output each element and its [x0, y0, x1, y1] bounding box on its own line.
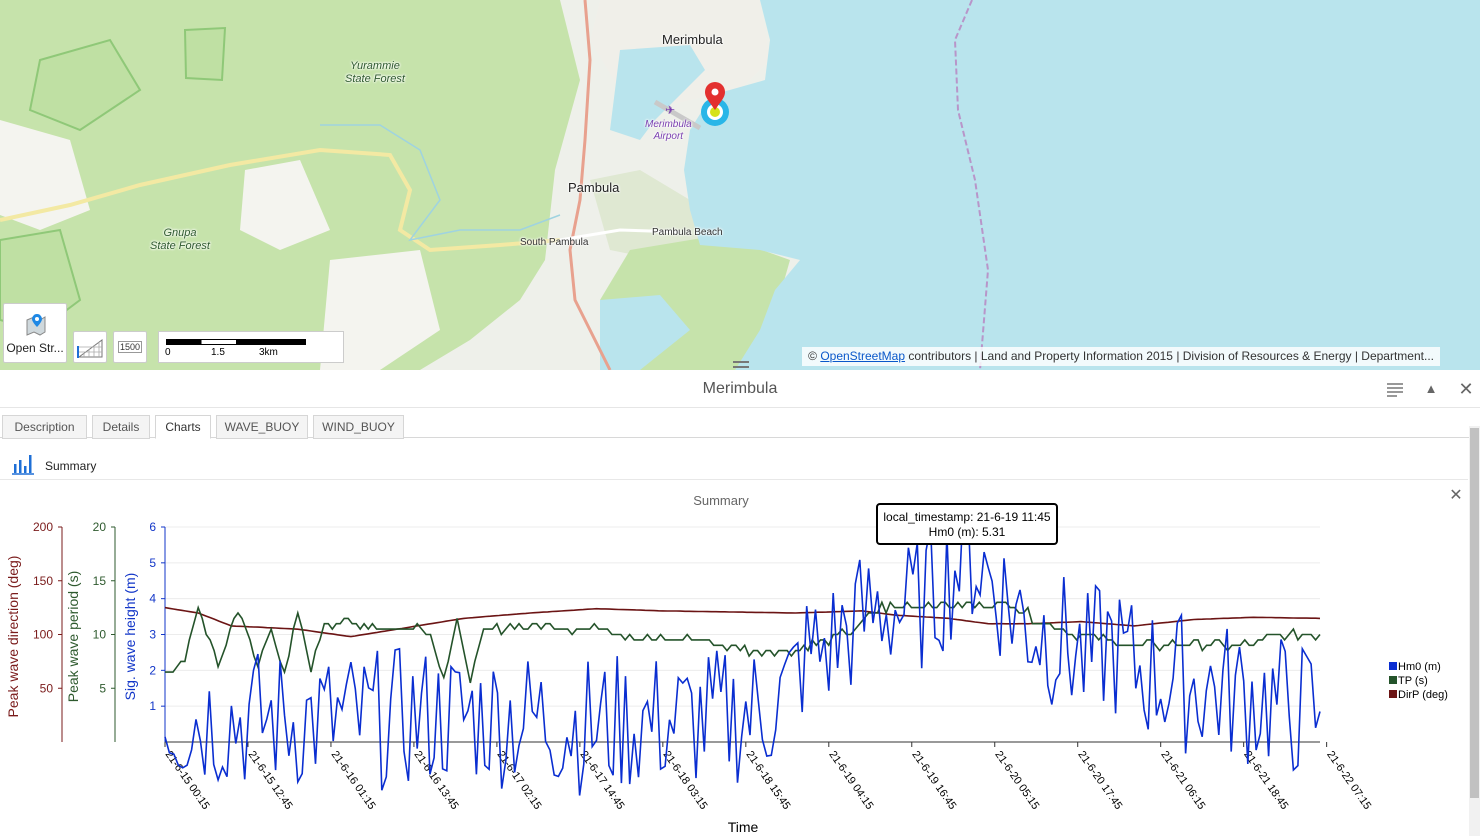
tab-wind-buoy[interactable]: WIND_BUOY [313, 415, 404, 439]
y-tick-label: 2 [149, 663, 156, 677]
y-tick-label: 200 [33, 520, 53, 534]
y-axis-label: Sig. wave height (m) [122, 573, 138, 701]
series-line [164, 606, 1321, 638]
scale-button-label: 1500 [117, 341, 143, 353]
legend-item[interactable]: DirP (deg) [1389, 688, 1448, 702]
series-line [165, 600, 1321, 684]
basemap-switch-label: Open Str... [6, 341, 64, 355]
info-panel: Merimbula ▲ ✕ Description Details Charts… [0, 370, 1480, 837]
y-tick-label: 5 [99, 681, 106, 695]
y-tick-label: 1 [149, 699, 156, 713]
chart-close-icon[interactable]: ✕ [1449, 487, 1463, 504]
tab-details[interactable]: Details [92, 415, 150, 439]
collapse-icon[interactable]: ▲ [1424, 381, 1438, 396]
x-tick-label: 21-6-20 05:15 [992, 749, 1041, 812]
bar-chart-icon [12, 455, 34, 475]
y-tick-label: 5 [149, 556, 156, 570]
measure-button[interactable] [73, 331, 107, 363]
tab-charts[interactable]: Charts [155, 415, 211, 439]
tab-description[interactable]: Description [2, 415, 87, 439]
y-tick-label: 15 [93, 574, 107, 588]
y-axis-label: Peak wave direction (deg) [5, 556, 21, 718]
map-label-yurammie-forest: Yurammie State Forest [345, 60, 405, 85]
panel-title: Merimbula [702, 380, 778, 397]
attribution-copyright: © [808, 349, 817, 363]
legend-label: TP (s) [1398, 675, 1428, 687]
chart-selector-row[interactable]: Summary [0, 450, 1468, 480]
map-label-airport: Merimbula Airport [645, 119, 692, 142]
map-label-pambula-beach: Pambula Beach [652, 227, 723, 238]
y-tick-label: 20 [93, 520, 107, 534]
map-label-gnupa-forest: Gnupa State Forest [150, 227, 210, 252]
scale-tick-0: 0 [165, 347, 171, 358]
scrollbar-thumb[interactable] [1470, 428, 1479, 798]
x-tick-label: 21-6-19 16:45 [909, 749, 958, 812]
map-layer-icon [26, 314, 46, 336]
scale-tick-2: 3km [259, 347, 278, 358]
airport-icon: ✈ [665, 103, 676, 117]
map-label-merimbula: Merimbula [662, 32, 723, 47]
map-view[interactable]: Merimbula Pambula South Pambula Pambula … [0, 0, 1480, 370]
chart-legend: Hm0 (m) TP (s) DirP (deg) [1389, 660, 1448, 702]
y-tick-label: 4 [149, 592, 156, 606]
y-axis-label: Peak wave period (s) [65, 571, 81, 703]
x-tick-label: 21-6-18 03:15 [660, 749, 709, 812]
y-tick-label: 6 [149, 520, 156, 534]
series-line [164, 510, 1321, 796]
attribution-text: contributors | Land and Property Informa… [908, 349, 1434, 363]
close-icon[interactable]: ✕ [1458, 379, 1474, 399]
panel-tabs: Description Details Charts WAVE_BUOY WIN… [0, 413, 1470, 439]
legend-swatch [1389, 690, 1397, 698]
x-tick-label: 21-6-15 12:45 [246, 749, 295, 812]
map-label-south-pambula: South Pambula [520, 237, 589, 248]
x-tick-label: 21-6-19 04:15 [826, 749, 875, 812]
y-tick-label: 3 [149, 628, 156, 642]
x-tick-label: 21-6-15 00:15 [163, 749, 212, 812]
buoy-marker-icon[interactable] [698, 82, 734, 128]
y-tick-label: 10 [93, 628, 107, 642]
measure-grid-icon [77, 339, 103, 358]
y-tick-label: 150 [33, 574, 53, 588]
panel-resize-handle[interactable] [733, 361, 749, 368]
map-tiles [0, 0, 1480, 370]
panel-scrollbar[interactable] [1469, 426, 1480, 836]
legend-item[interactable]: TP (s) [1389, 674, 1448, 688]
x-tick-label: 21-6-20 17:45 [1075, 749, 1124, 812]
x-tick-label: 21-6-16 13:45 [411, 749, 460, 812]
panel-header: Merimbula ▲ ✕ [0, 370, 1480, 408]
legend-label: Hm0 (m) [1398, 661, 1441, 673]
y-tick-label: 100 [33, 628, 53, 642]
legend-label: DirP (deg) [1398, 689, 1448, 701]
summary-chart[interactable]: 50 100 150 200 Peak wave direction (deg) 5 10 1… [0, 510, 1468, 837]
map-attribution: © OpenStreetMap contributors | Land and … [802, 347, 1440, 366]
chart-tooltip: local_timestamp: 21-6-19 11:45 Hm0 (m): … [876, 503, 1058, 545]
chart-title: Summary [693, 493, 749, 508]
chart-selector-label: Summary [45, 459, 97, 473]
x-tick-label: 21-6-21 06:15 [1158, 749, 1207, 812]
legend-item[interactable]: Hm0 (m) [1389, 660, 1448, 674]
tab-wave-buoy[interactable]: WAVE_BUOY [216, 415, 308, 439]
x-tick-label: 21-6-18 15:45 [743, 749, 792, 812]
menu-icon[interactable] [1385, 379, 1405, 399]
openstreetmap-link[interactable]: OpenStreetMap [820, 349, 906, 363]
scale-button[interactable]: 1500 [113, 331, 147, 363]
scale-bar-graphic [166, 339, 306, 345]
scale-tick-1: 1.5 [211, 347, 225, 358]
y-tick-label: 50 [40, 681, 54, 695]
x-tick-label: 21-6-22 07:15 [1324, 749, 1373, 812]
x-axis-label: Time [728, 819, 759, 835]
basemap-switch-button[interactable]: Open Str... [3, 303, 67, 363]
map-label-pambula: Pambula [568, 180, 620, 195]
scale-bar: 0 1.5 3km [158, 331, 344, 363]
x-tick-label: 21-6-16 01:15 [328, 749, 377, 812]
legend-swatch [1389, 662, 1397, 670]
tooltip-value: Hm0 (m): 5.31 [928, 525, 1006, 539]
tooltip-timestamp: local_timestamp: 21-6-19 11:45 [883, 510, 1051, 524]
legend-swatch [1389, 676, 1397, 684]
